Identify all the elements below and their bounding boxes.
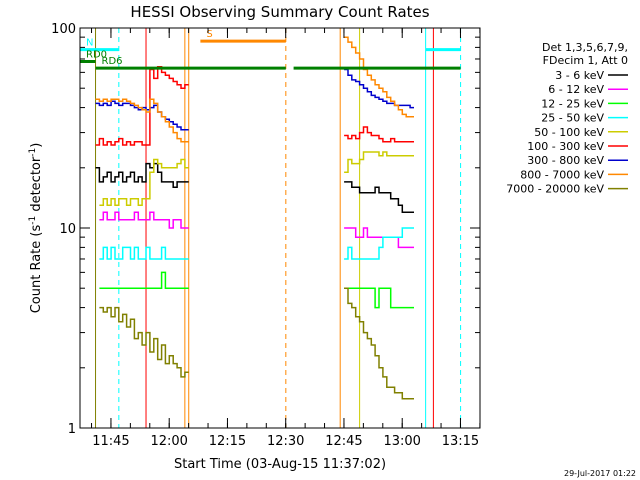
x-tick-label-3: 12:30 [267,434,304,449]
legend-label-5: 100 - 300 keV [527,140,604,153]
y-axis-label-exponent: -1 [28,216,38,225]
legend-label-0: 3 - 6 keV [555,69,604,82]
series-0-segment-0 [95,162,189,188]
legend-label-4: 50 - 100 keV [534,126,604,139]
legend-header-line-2: FDecim 1, Att 0 [543,54,628,67]
flag-label-2: S [206,29,212,40]
series-4-segment-1 [344,151,414,173]
x-tick-label-6: 13:15 [442,434,479,449]
plot-background [80,28,480,428]
legend-label-8: 7000 - 20000 keV [506,183,604,196]
y-tick-label-2: 100 [51,22,76,37]
axes: 1 10 100 11:45 12:00 12:15 12:30 12:45 13:00 13:1… [51,22,481,449]
y-axis-label-end: ) [29,143,44,148]
series-lines [95,36,414,400]
series-4-segment-0 [99,158,189,206]
series-1-segment-0 [99,211,189,229]
chart-title: HESSI Observing Summary Count Rates [130,3,429,21]
y-axis-label: Count Rate (s-1 detector-1) [28,143,44,314]
x-tick-label-2: 12:15 [209,434,246,449]
flag-label-3: RD6 [102,56,123,67]
legend-header-line-1: Det 1,3,5,6,7,9, [542,41,628,54]
y-tick-label-0: 1 [68,422,76,437]
x-tick-label-1: 12:00 [150,434,187,449]
x-axis-label: Start Time (03-Aug-15 11:37:02) [174,457,386,472]
y-axis-label-exponent-2: -1 [28,148,38,157]
series-8-segment-1 [344,287,414,400]
legend-label-6: 300 - 800 keV [527,154,604,167]
series-7-segment-0 [95,98,189,143]
series-5-segment-0 [95,66,189,146]
series-3-segment-1 [344,227,414,260]
x-tick-label-4: 12:45 [325,434,362,449]
series-8-segment-0 [99,306,189,378]
series-7-segment-1 [344,36,414,118]
legend-label-2: 12 - 25 keV [541,97,604,110]
series-2-segment-0 [99,271,189,289]
flag-label-1: RD0 [86,49,107,60]
legend-label-3: 25 - 50 keV [541,112,604,125]
series-2-segment-1 [344,287,414,309]
x-tick-label-5: 13:00 [383,434,420,449]
series-0-segment-1 [344,181,414,213]
legend: Det 1,3,5,6,7,9, FDecim 1, Att 0 3 - 6 k… [506,41,628,196]
y-axis-label-detector: detector [29,156,44,216]
y-axis-label-main: Count Rate (s [29,225,44,314]
x-tick-label-0: 11:45 [92,434,129,449]
y-tick-label-1: 10 [59,222,76,237]
series-5-segment-1 [344,126,414,143]
series-1-segment-1 [344,227,414,249]
series-3-segment-0 [99,246,189,260]
legend-label-1: 6 - 12 keV [548,83,604,96]
legend-label-7: 800 - 7000 keV [520,168,604,181]
flag-label-0: N [86,38,93,49]
generation-timestamp: 29-Jul-2017 01:22 [564,469,636,478]
plot-area [80,28,480,428]
